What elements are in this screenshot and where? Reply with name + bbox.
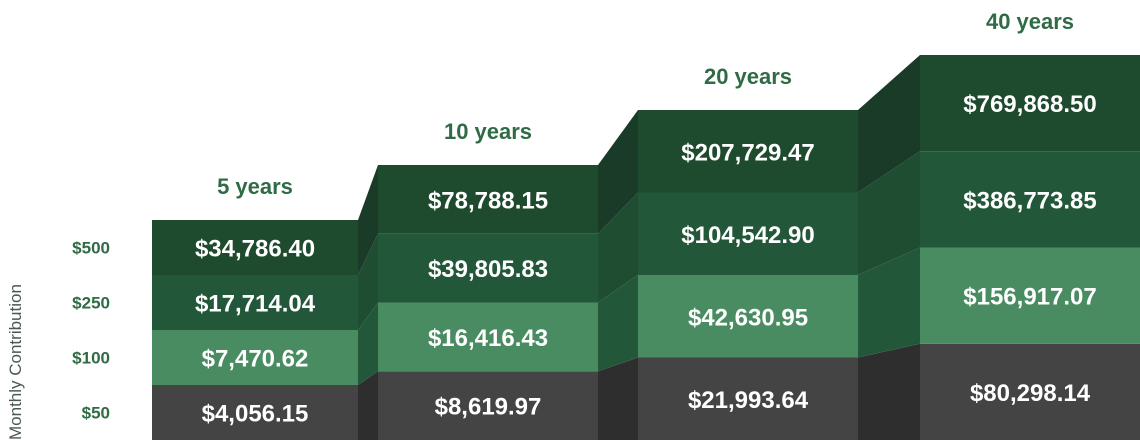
- value-label: $156,917.07: [963, 284, 1096, 311]
- value-label: $16,416.43: [428, 325, 548, 352]
- bar-segment-50: [920, 343, 1140, 440]
- contribution-label: $250: [72, 294, 110, 313]
- y-axis-label: Monthly Contribution: [6, 284, 25, 440]
- value-label: $8,619.97: [435, 394, 542, 421]
- value-label: $104,542.90: [681, 222, 814, 249]
- contribution-label: $500: [72, 239, 110, 258]
- connector-500-1: [358, 165, 378, 275]
- value-label: $769,868.50: [963, 91, 1096, 118]
- connector-500-2: [598, 110, 638, 234]
- value-label: $80,298.14: [970, 380, 1091, 407]
- bar-segment-100: [378, 302, 598, 372]
- bar-segment-500: [638, 110, 858, 193]
- period-label: 10 years: [444, 119, 532, 144]
- period-label: 40 years: [986, 9, 1074, 34]
- connector-500-3: [858, 55, 920, 193]
- bar-segment-500: [378, 165, 598, 234]
- value-label: $78,788.15: [428, 187, 548, 214]
- value-label: $21,993.64: [688, 387, 809, 414]
- value-label: $207,729.47: [681, 139, 814, 166]
- value-label: $42,630.95: [688, 304, 808, 331]
- bar-segment-500: [152, 220, 358, 275]
- bar-segment-50: [378, 371, 598, 440]
- connector-50-2: [598, 357, 638, 440]
- value-label: $17,714.04: [195, 291, 316, 318]
- contribution-label: $100: [72, 349, 110, 368]
- bar-segment-100: [920, 247, 1140, 344]
- connector-250-1: [358, 233, 378, 330]
- bar-segment-50: [152, 385, 358, 440]
- bar-segment-100: [638, 275, 858, 358]
- bar-segment-250: [920, 151, 1140, 248]
- value-label: $4,056.15: [202, 401, 309, 428]
- bar-segment-100: [152, 330, 358, 385]
- bar-segment-500: [920, 55, 1140, 152]
- value-label: $39,805.83: [428, 256, 548, 283]
- connector-50-1: [358, 371, 378, 440]
- bar-segment-250: [152, 275, 358, 330]
- period-label: 5 years: [217, 174, 293, 199]
- connector-100-3: [858, 247, 920, 358]
- value-label: $34,786.40: [195, 236, 315, 263]
- value-label: $7,470.62: [202, 346, 309, 373]
- connector-50-3: [858, 343, 920, 440]
- bar-segment-250: [378, 233, 598, 303]
- value-label: $386,773.85: [963, 187, 1096, 214]
- contribution-label: $50: [82, 404, 110, 423]
- bar-segment-250: [638, 192, 858, 275]
- bar-segment-50: [638, 357, 858, 440]
- period-label: 20 years: [704, 64, 792, 89]
- connector-100-2: [598, 275, 638, 372]
- connector-250-2: [598, 192, 638, 303]
